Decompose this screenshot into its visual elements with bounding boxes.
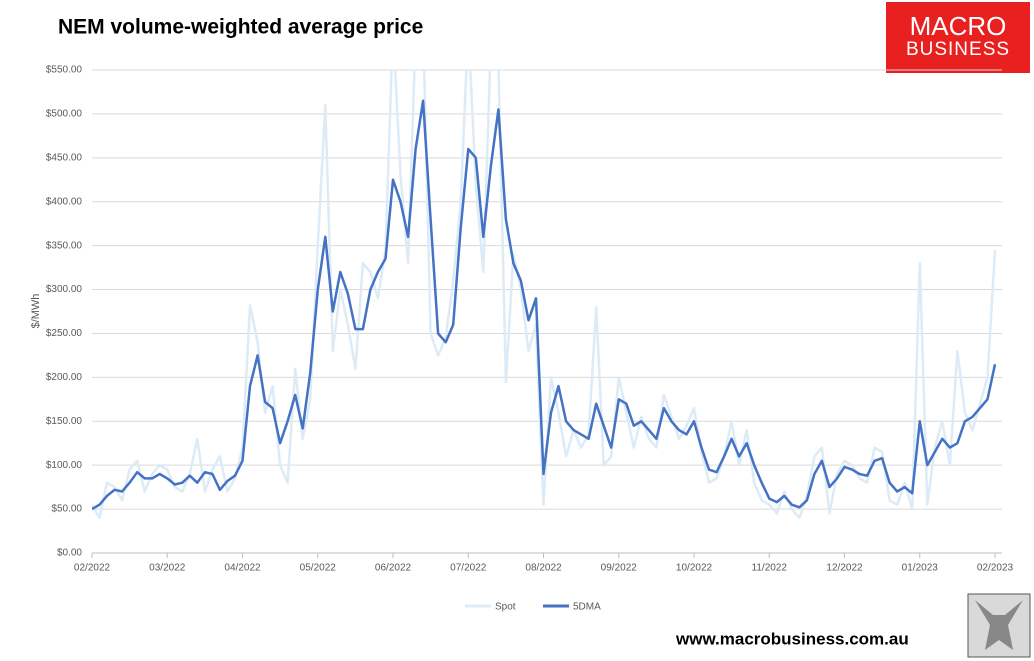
- y-tick-label: $50.00: [51, 504, 82, 515]
- x-tick-label: 01/2023: [902, 563, 939, 574]
- y-tick-label: $200.00: [46, 372, 83, 383]
- x-tick-label: 04/2022: [224, 563, 261, 574]
- x-tick-label: 09/2022: [601, 563, 638, 574]
- logo-text: MACRO: [910, 11, 1007, 41]
- series-line: [92, 70, 997, 520]
- legend-label: 5DMA: [573, 602, 601, 613]
- x-tick-label: 12/2022: [826, 563, 863, 574]
- y-tick-label: $150.00: [46, 416, 83, 427]
- y-tick-label: $300.00: [46, 284, 83, 295]
- y-tick-label: $0.00: [57, 548, 82, 559]
- y-tick-label: $100.00: [46, 460, 83, 471]
- footer: www.macrobusiness.com.au: [675, 629, 909, 648]
- series-line: [92, 99, 997, 511]
- legend-label: Spot: [495, 602, 516, 613]
- x-tick-label: 07/2022: [450, 563, 487, 574]
- y-axis-label: $/MWh: [30, 294, 42, 329]
- logo-box: [886, 2, 1030, 73]
- plot-area: [92, 70, 997, 520]
- y-tick-label: $250.00: [46, 328, 83, 339]
- x-tick-label: 02/2022: [74, 563, 111, 574]
- x-tick-label: 08/2022: [525, 563, 562, 574]
- chart-title: NEM volume-weighted average price: [58, 16, 423, 39]
- x-tick-label: 02/2023: [977, 563, 1014, 574]
- x-tick-label: 05/2022: [300, 563, 337, 574]
- wolf-logo: [975, 600, 1023, 650]
- y-tick-label: $400.00: [46, 196, 83, 207]
- x-tick-label: 03/2022: [149, 563, 186, 574]
- y-tick-label: $350.00: [46, 240, 83, 251]
- x-tick-label: 06/2022: [375, 563, 412, 574]
- x-tick-label: 10/2022: [676, 563, 713, 574]
- y-tick-label: $550.00: [46, 65, 83, 76]
- logo-text: BUSINESS: [906, 39, 1010, 60]
- x-tick-label: 11/2022: [752, 563, 788, 574]
- y-tick-label: $500.00: [46, 109, 83, 120]
- y-tick-label: $450.00: [46, 152, 83, 163]
